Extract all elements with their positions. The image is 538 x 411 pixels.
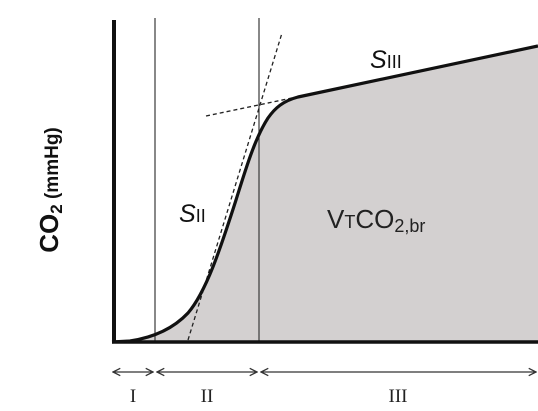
phase-three-slope-label: SIII [370, 46, 402, 74]
vtco2-area-label: VTCO2,br [327, 204, 425, 236]
capnogram-curve [111, 44, 538, 344]
y-axis-label: CO2 (mmHg) [34, 127, 66, 253]
phase-one-label: I [130, 386, 136, 407]
phase-two-label: II [201, 386, 214, 407]
phase-two-slope-label: SII [179, 200, 206, 228]
vtco2-area [112, 46, 538, 342]
phase-three-label: III [389, 386, 408, 407]
phase-two-tangent [187, 32, 283, 341]
